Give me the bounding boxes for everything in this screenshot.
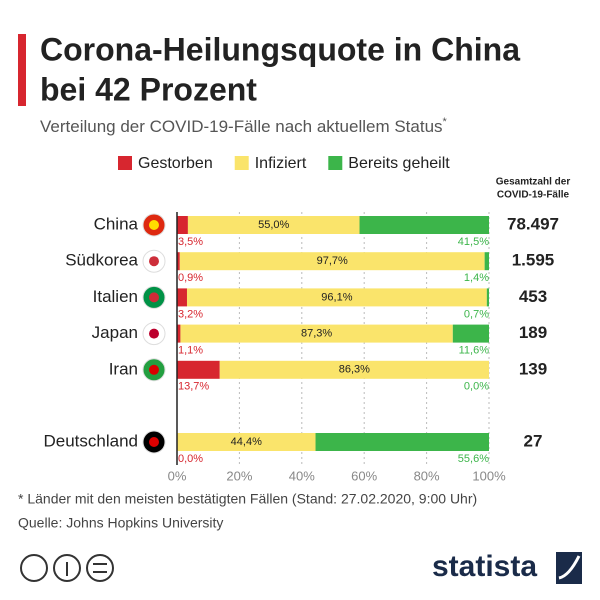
total-label: 27 xyxy=(524,431,543,450)
bar-segment xyxy=(177,288,187,307)
legend-label: Bereits geheilt xyxy=(348,155,450,172)
value-label: 11,6% xyxy=(459,345,490,357)
note: * Länder mit den meisten bestätigten Fäl… xyxy=(18,491,477,507)
bar-segment xyxy=(359,216,489,234)
value-label: 1,4% xyxy=(464,272,489,284)
bar-segment xyxy=(177,216,188,234)
chart-title: Corona-Heilungsquote in China xyxy=(40,31,520,67)
x-tick-label: 40% xyxy=(289,468,315,483)
bar-segment xyxy=(452,324,489,343)
total-label: 189 xyxy=(519,323,547,342)
x-tick-label: 100% xyxy=(472,468,506,483)
bar-segment xyxy=(186,288,487,307)
total-label: 453 xyxy=(519,287,547,306)
value-label: 0,9% xyxy=(178,272,203,284)
legend-swatch xyxy=(328,156,343,170)
bar-segment xyxy=(484,252,489,271)
total-label: 1.595 xyxy=(512,251,555,270)
legend-swatch xyxy=(118,156,132,170)
value-label: 97,7% xyxy=(317,255,348,267)
legend-swatch xyxy=(234,156,249,170)
x-tick-label: 80% xyxy=(414,468,440,483)
value-label: 55,6% xyxy=(458,453,489,465)
subtitle-text: Verteilung der COVID-19-Fälle nach aktue… xyxy=(40,117,443,136)
bar-segment xyxy=(177,360,220,379)
value-label: 86,3% xyxy=(339,364,370,376)
bar-segment xyxy=(219,360,489,379)
bar-segment xyxy=(315,433,489,451)
x-tick-label: 0% xyxy=(168,468,187,483)
value-label: 96,1% xyxy=(321,291,352,303)
value-label: 0,0% xyxy=(464,381,489,393)
bar-segment xyxy=(187,216,360,234)
flag-detail xyxy=(149,364,159,375)
flag-detail xyxy=(149,292,159,303)
flag-detail xyxy=(149,220,159,230)
value-label: 0,7% xyxy=(464,308,489,320)
value-label: 44,4% xyxy=(231,436,262,448)
y-tick-label: Deutschland xyxy=(43,431,138,450)
totals-title: COVID-19-Fälle xyxy=(497,190,570,201)
value-label: 1,1% xyxy=(178,345,203,357)
value-label: 55,0% xyxy=(258,219,289,231)
totals-title: Gesamtzahl der xyxy=(496,177,571,188)
y-tick-label: Südkorea xyxy=(65,251,138,270)
bar-segment xyxy=(177,324,181,343)
flag-detail xyxy=(149,256,159,267)
value-label: 3,5% xyxy=(178,236,203,248)
subtitle: Verteilung der COVID-19-Fälle nach aktue… xyxy=(40,116,448,137)
flag-detail xyxy=(149,328,159,339)
value-label: 41,5% xyxy=(458,236,489,248)
bar-segment xyxy=(177,252,180,271)
chart-title: bei 42 Prozent xyxy=(40,71,257,107)
legend-label: Gestorben xyxy=(138,155,213,172)
subtitle-mark: * xyxy=(443,116,448,128)
bar-segment xyxy=(180,324,453,343)
value-label: 0,0% xyxy=(178,453,203,465)
value-label: 13,7% xyxy=(178,381,209,393)
legend-label: Infiziert xyxy=(255,155,307,172)
x-tick-label: 60% xyxy=(351,468,377,483)
total-label: 139 xyxy=(519,359,547,378)
value-label: 3,2% xyxy=(178,308,203,320)
bar-segment xyxy=(486,288,489,307)
total-label: 78.497 xyxy=(507,214,559,233)
y-tick-label: Italien xyxy=(93,287,138,306)
brand-logo-wave xyxy=(558,555,581,580)
title-accent xyxy=(18,34,26,106)
bar-segment xyxy=(179,252,485,271)
bar-segment xyxy=(177,433,316,451)
x-tick-label: 20% xyxy=(226,468,252,483)
source: Quelle: Johns Hopkins University xyxy=(18,515,223,531)
brand: statista xyxy=(432,550,537,583)
y-tick-label: Iran xyxy=(109,359,138,378)
y-tick-label: Japan xyxy=(92,323,138,342)
y-tick-label: China xyxy=(94,214,139,233)
flag-detail xyxy=(149,437,159,447)
value-label: 87,3% xyxy=(301,328,332,340)
license-icons xyxy=(20,554,114,582)
